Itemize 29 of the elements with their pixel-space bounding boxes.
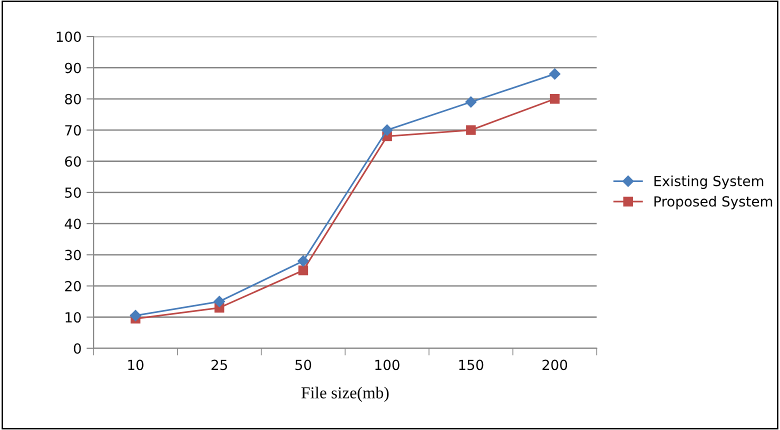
y-tick-label: 70 <box>65 125 81 136</box>
y-tick-label: 0 <box>74 343 81 354</box>
y-tick-label: 80 <box>65 94 81 104</box>
point <box>298 255 309 267</box>
point <box>465 96 477 108</box>
y-tick-label: 30 <box>65 250 81 260</box>
point <box>550 94 560 104</box>
point <box>466 125 476 135</box>
x-tick-label: 10 <box>128 360 144 370</box>
x-tick-label: 200 <box>542 360 568 370</box>
x-tick-label: 100 <box>375 360 400 370</box>
x-tick-label: 25 <box>212 360 227 370</box>
point <box>214 296 225 308</box>
y-tick-label: 90 <box>64 62 81 74</box>
y-tick-label: 10 <box>66 312 81 323</box>
y-tick-label: 60 <box>65 156 81 167</box>
point <box>381 124 393 136</box>
x-tick-label: 150 <box>459 360 484 370</box>
y-tick-label: 100 <box>56 32 81 42</box>
point <box>130 310 142 322</box>
y-tick-label: 20 <box>65 280 81 292</box>
y-tick-label: 50 <box>65 187 81 198</box>
x-axis-title: File size(mb) <box>301 386 389 402</box>
y-tick-label: 40 <box>64 218 81 230</box>
point <box>298 266 308 276</box>
point <box>549 68 560 80</box>
x-tick-label: 50 <box>295 360 312 370</box>
legend-label: Proposed System <box>654 196 772 210</box>
legend-label: Existing System <box>654 176 764 189</box>
